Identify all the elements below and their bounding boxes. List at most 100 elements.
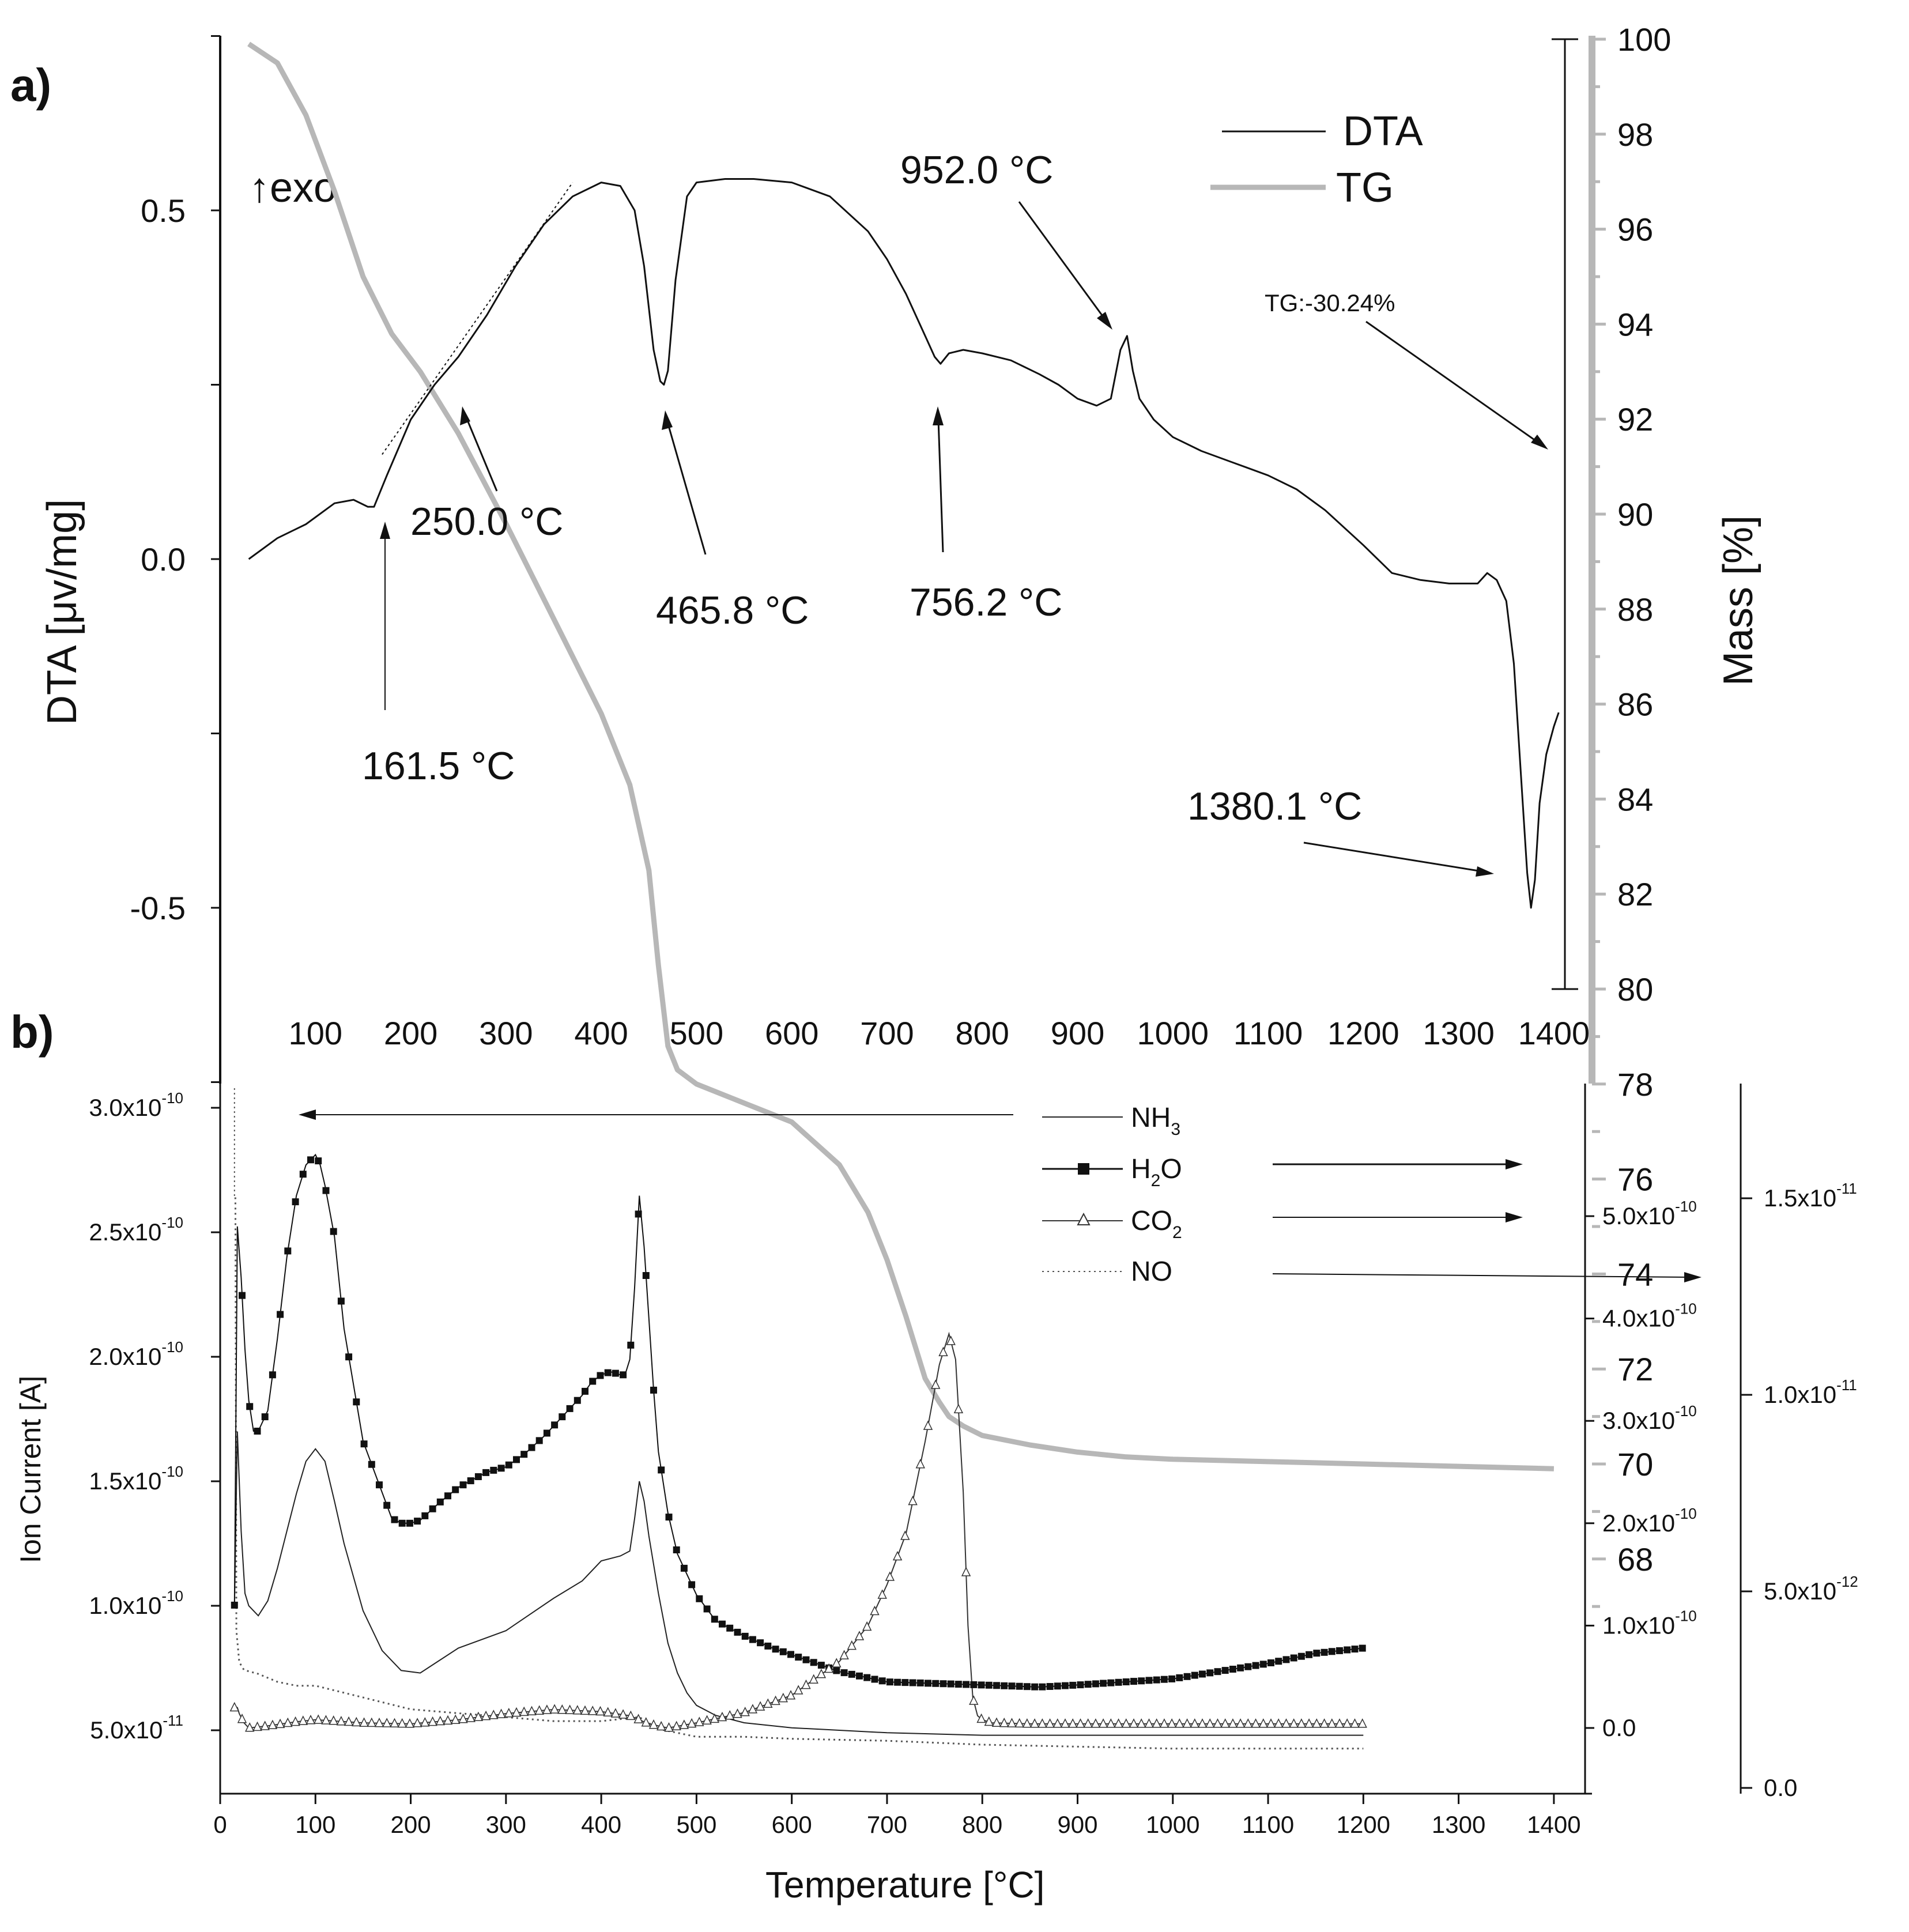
co2-point [824, 1663, 834, 1673]
anno-465-arrow [666, 421, 707, 555]
h2o-point [1176, 1674, 1183, 1681]
h2o-point [612, 1369, 619, 1377]
h2o-point [757, 1639, 764, 1647]
co2-point [321, 1715, 331, 1725]
h2o-point [909, 1679, 916, 1686]
panel-a-label: a) [10, 59, 51, 111]
co2-point [641, 1717, 651, 1727]
co2-point [686, 1718, 697, 1728]
h2o-point [1221, 1667, 1229, 1674]
panel-a-x-tick-label: 300 [479, 1015, 533, 1051]
ion-right-1-ticks: 5.0x10-10 4.0x10-10 3.0x10-10 2.0x10-10 1.0x… [1585, 1198, 1697, 1741]
ion-right-2-tick-label: 1.5x10-11 [1764, 1180, 1857, 1212]
mass-y-tick-label: 100 [1617, 21, 1671, 58]
co2-point [587, 1705, 598, 1715]
panel-a-x-tick-label: 500 [670, 1015, 723, 1051]
h2o-point [239, 1292, 246, 1299]
co2-point [763, 1698, 773, 1708]
h2o-point [620, 1371, 627, 1379]
h2o-point [1297, 1652, 1305, 1660]
legend-dta-label: DTA [1343, 108, 1423, 154]
temperature-tick-label: 500 [676, 1811, 716, 1838]
co2-point [305, 1715, 316, 1725]
h2o-point [1138, 1677, 1145, 1685]
h2o-point [635, 1210, 642, 1218]
co2-point [938, 1346, 948, 1356]
ion-right-2-ticks: 1.5x10-11 1.0x10-11 5.0x10-12 0.0 [1741, 1180, 1858, 1801]
h2o-point [1199, 1670, 1206, 1678]
dta-onset-tangent [382, 182, 574, 455]
h2o-point [795, 1654, 802, 1661]
h2o-point [719, 1620, 726, 1628]
h2o-point [901, 1679, 909, 1686]
co2-point [1266, 1718, 1276, 1728]
co2-point [1136, 1718, 1146, 1728]
h2o-point [734, 1628, 741, 1636]
co2-point [656, 1720, 666, 1731]
co2-point [816, 1669, 827, 1678]
exo-direction-label: ↑exo [249, 165, 337, 211]
co2-point [664, 1722, 674, 1732]
h2o-point [863, 1674, 871, 1681]
co2-point [1327, 1718, 1337, 1728]
temperature-tick-label: 200 [391, 1811, 431, 1838]
mass-y-tick-label: 88 [1617, 591, 1653, 628]
co2-point [793, 1685, 803, 1695]
h2o-point [246, 1403, 254, 1410]
h2o-point [1328, 1648, 1335, 1655]
co2-point [1296, 1718, 1307, 1728]
co2-point [801, 1679, 811, 1689]
co2-point [1091, 1718, 1101, 1728]
temperature-tick-label: 100 [295, 1811, 335, 1838]
co2-point [329, 1715, 338, 1725]
h2o-point [414, 1518, 421, 1525]
co2-point [870, 1605, 880, 1616]
h2o-point [391, 1516, 398, 1523]
h2o-point [589, 1378, 597, 1385]
h2o-point [970, 1681, 978, 1688]
h2o-point [566, 1405, 574, 1412]
anno-250-label: 250.0 °C [410, 500, 563, 544]
h2o-point [932, 1680, 940, 1687]
co2-point [1098, 1718, 1108, 1728]
legend-nh3-arrowhead [299, 1110, 316, 1120]
ion-right-2-tick-label: 0.0 [1764, 1774, 1797, 1801]
h2o-point [421, 1512, 429, 1519]
anno-161-arrowhead [380, 522, 390, 539]
co2-point [435, 1715, 446, 1726]
h2o-point [1290, 1654, 1297, 1662]
h2o-point [269, 1371, 276, 1379]
h2o-point [1092, 1680, 1099, 1688]
h2o-point [833, 1667, 840, 1674]
co2-point [1197, 1718, 1208, 1728]
temperature-tick-label: 1000 [1146, 1811, 1199, 1838]
co2-point [930, 1379, 941, 1389]
legend-co2-label: CO2 [1131, 1206, 1182, 1242]
co2-point [359, 1717, 369, 1727]
anno-465-arrowhead [662, 410, 673, 430]
co2-point [572, 1705, 583, 1715]
co2-point [862, 1621, 872, 1631]
h2o-point [1023, 1683, 1031, 1690]
co2-point [1022, 1718, 1032, 1728]
co2-point [1251, 1718, 1261, 1728]
ion-left-tick-label: 2.0x10-10 [89, 1338, 183, 1370]
dta-y-tick-label: -0.5 [130, 890, 186, 926]
co2-point [1190, 1718, 1200, 1728]
temperature-ticks: 0 100 200 300 400 500 600 700 800 900 1000 1100 1200… [213, 1794, 1581, 1838]
legend-nh3-label: NH3 [1131, 1103, 1180, 1139]
h2o-point [376, 1481, 383, 1489]
mass-y-tick-label: 92 [1617, 401, 1653, 437]
temperature-tick-label: 700 [867, 1811, 907, 1838]
mass-axis-title: Mass [%] [1715, 515, 1761, 686]
nh3-curve [233, 1431, 1364, 1736]
co2-point [610, 1708, 621, 1718]
co2-point [1213, 1718, 1223, 1728]
mass-y-tick-label: 74 [1617, 1256, 1653, 1292]
mass-y-tick-label: 94 [1617, 306, 1653, 342]
h2o-point [1229, 1666, 1236, 1673]
h2o-point [482, 1469, 490, 1476]
h2o-point [299, 1171, 307, 1178]
co2-point [1014, 1718, 1024, 1728]
